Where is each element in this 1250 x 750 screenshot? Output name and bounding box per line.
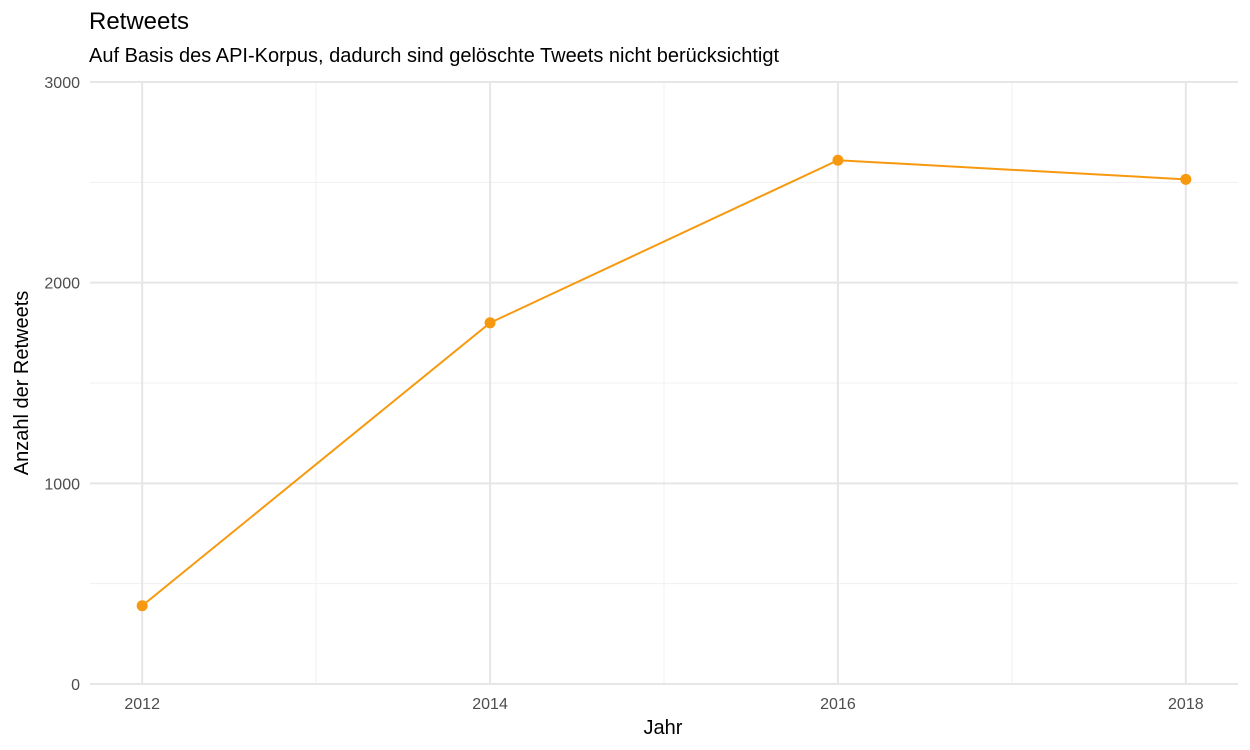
data-point-2014 [484,317,496,329]
minor-gridlines [90,82,1238,684]
data-point-2012 [136,600,148,612]
y-tick-label-3000: 3000 [44,75,80,92]
x-tick-label-2012: 2012 [124,696,160,713]
series-layer [136,154,1192,612]
x-tick-label-2014: 2014 [472,696,508,713]
data-point-2018 [1180,173,1192,185]
y-tick-label-1000: 1000 [44,476,80,493]
chart-title: Retweets [89,8,190,35]
y-axis-title: Anzahl der Retweets [11,291,33,476]
tick-labels: 2012 2014 2016 2018 0 1000 2000 3000 [44,75,1203,713]
x-tick-label-2016: 2016 [820,696,856,713]
chart-subtitle: Auf Basis des API-Korpus, dadurch sind g… [89,45,779,67]
data-point-2016 [832,154,844,166]
x-axis-title: Jahr [644,717,683,739]
y-tick-label-2000: 2000 [44,276,80,293]
y-tick-label-0: 0 [71,677,80,694]
x-tick-label-2018: 2018 [1168,696,1204,713]
series-line-0 [141,159,1186,607]
